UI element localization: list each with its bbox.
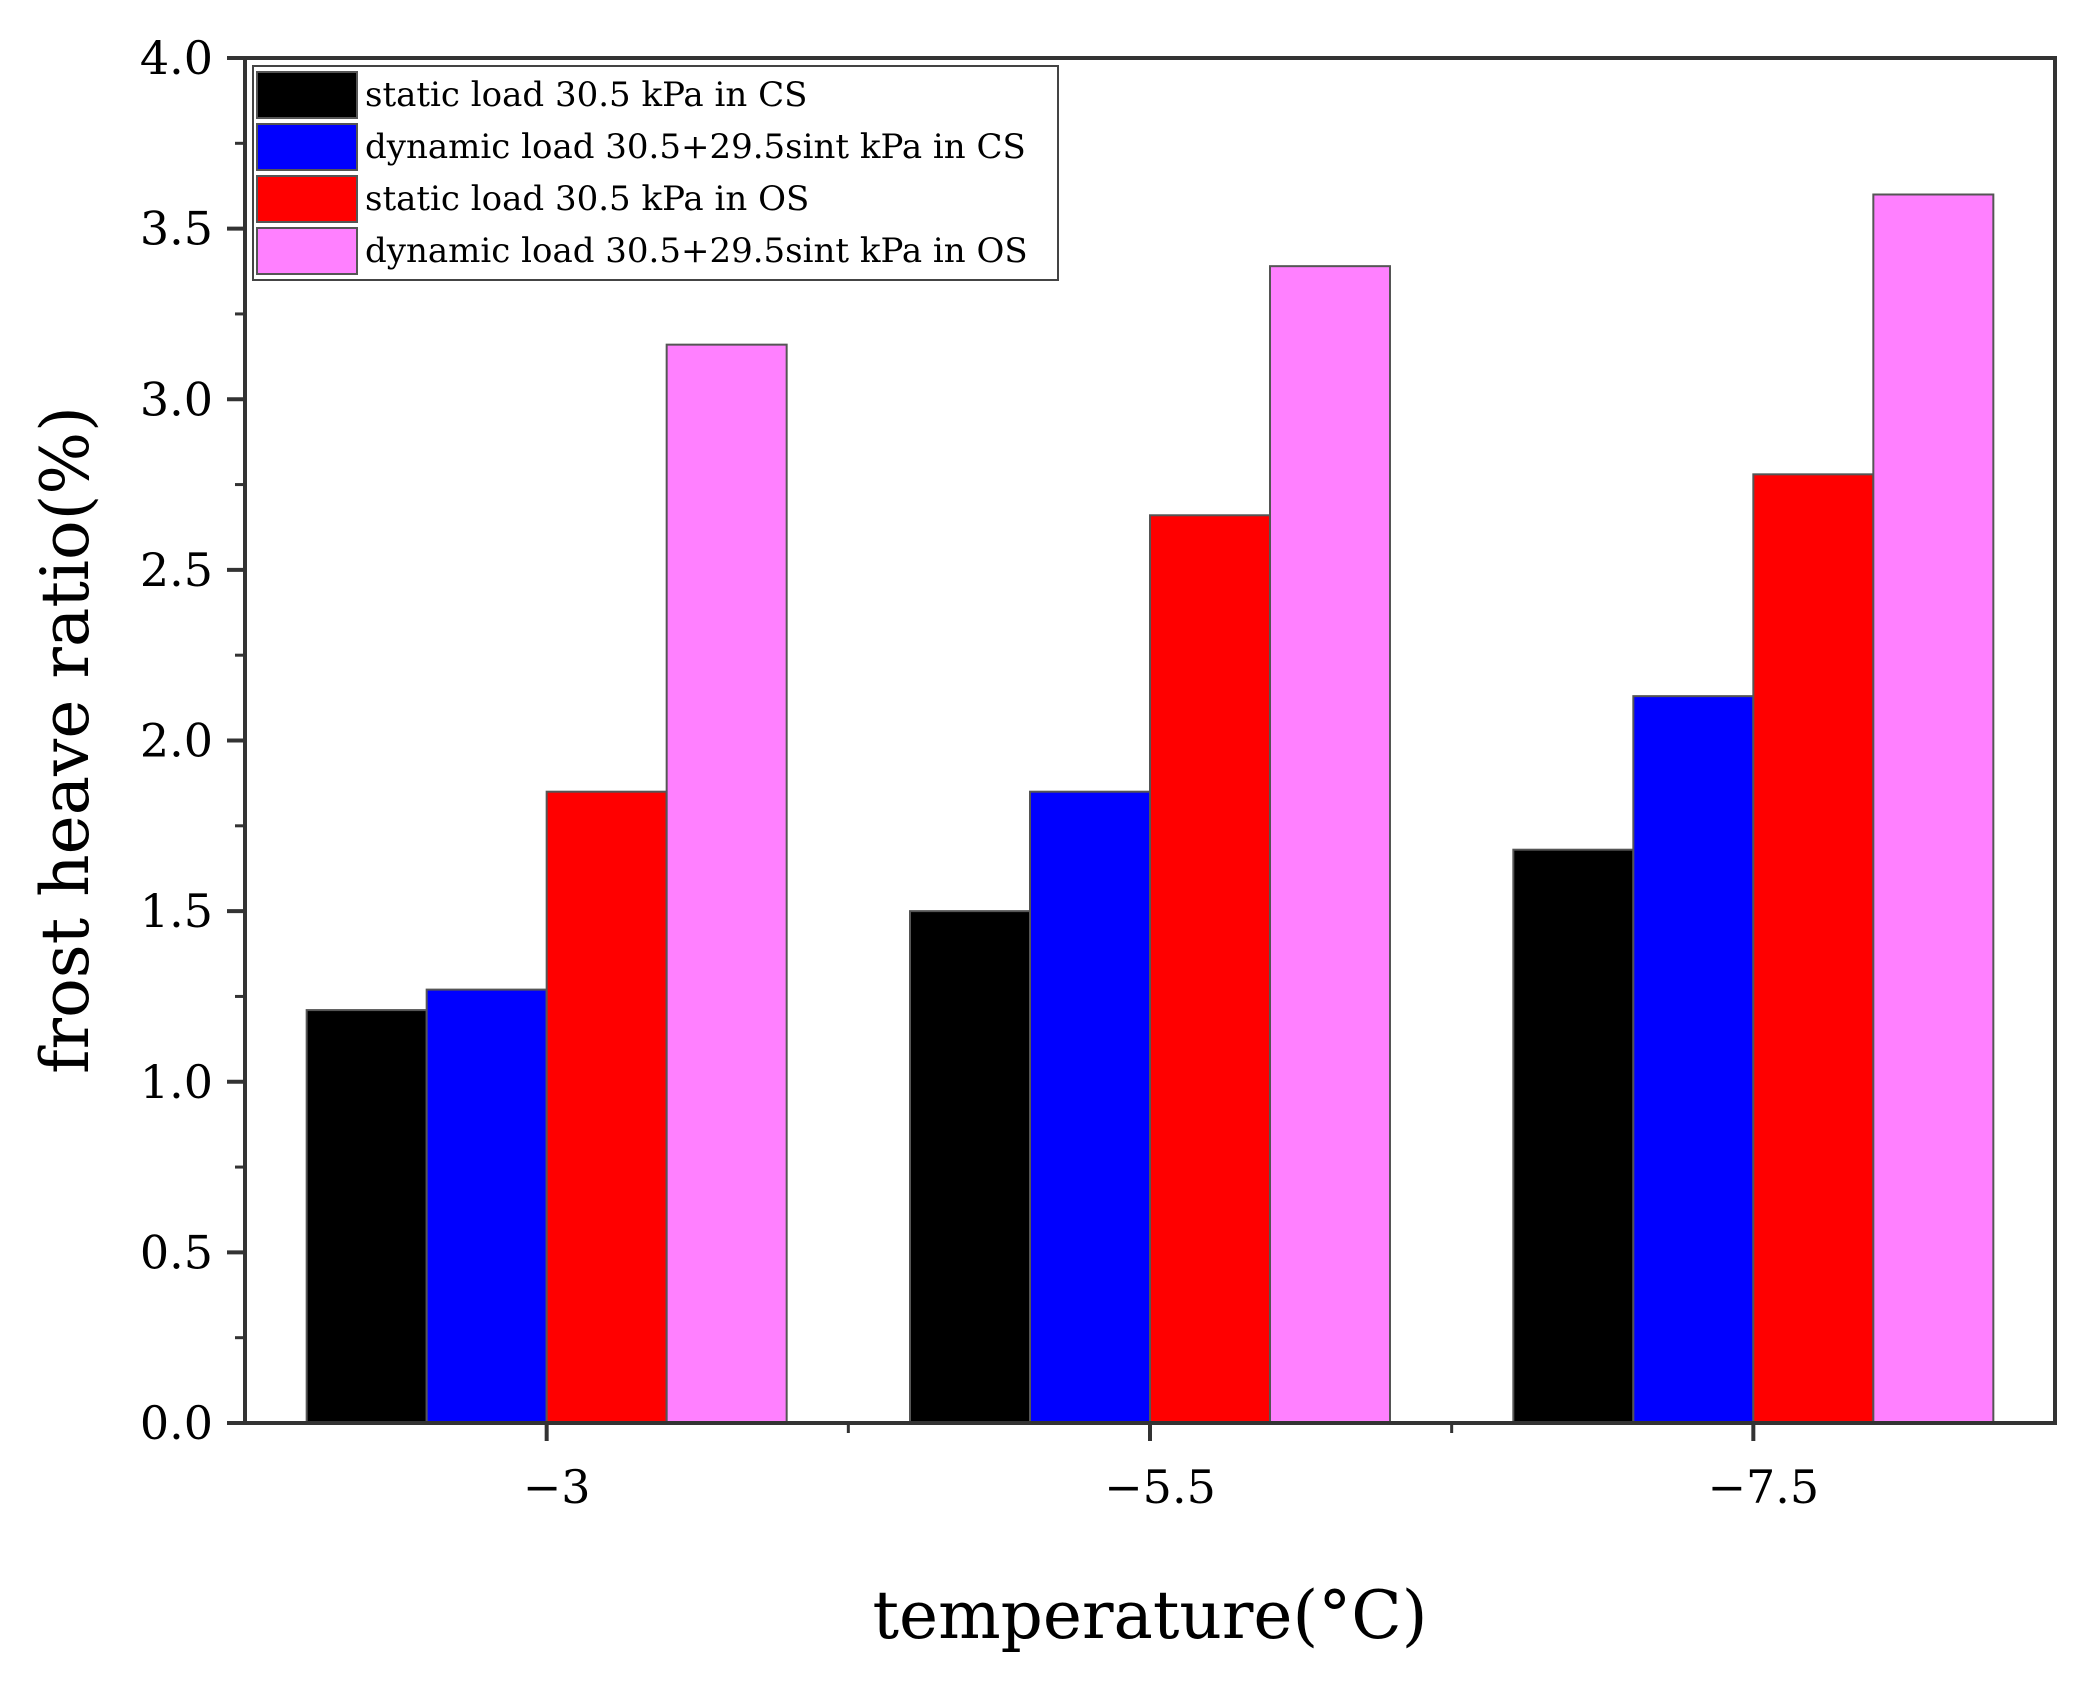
y-tick-label: 0.0 (140, 1396, 213, 1450)
y-tick-label: 3.0 (140, 372, 213, 426)
legend: static load 30.5 kPa in CS dynamic load 3… (252, 65, 1059, 281)
y-axis-title: frost heave ratio(%) (27, 406, 104, 1074)
legend-label-series-4: dynamic load 30.5+29.5sint kPa in OS (365, 231, 1028, 271)
bar-series-2-category-2 (1029, 790, 1151, 1424)
bar-series-3-category-2 (1149, 514, 1271, 1424)
legend-swatch-series-2 (256, 123, 358, 171)
y-tick-label: 2.5 (140, 543, 213, 597)
y-tick-label: 3.5 (140, 202, 213, 256)
bars-layer (305, 193, 1995, 1425)
legend-box (252, 65, 1059, 281)
y-tick-label: 2.0 (140, 714, 213, 768)
x-axis: −3 −5.5 −7.5 (523, 1423, 1819, 1514)
bar-series-1-category-3 (1512, 848, 1635, 1424)
bar-series-2-category-3 (1632, 695, 1755, 1424)
x-tick-label: −3 (523, 1460, 591, 1514)
bar-series-3-category-1 (545, 790, 668, 1424)
bar-series-1-category-1 (305, 1009, 428, 1425)
bar-series-4-category-3 (1872, 193, 1995, 1424)
legend-swatch-series-3 (256, 175, 358, 223)
bar-series-1-category-2 (909, 910, 1031, 1424)
y-tick-label: 4.0 (140, 31, 213, 85)
legend-label-series-1: static load 30.5 kPa in CS (365, 75, 807, 115)
bar-series-4-category-1 (665, 343, 788, 1424)
legend-swatch-series-1 (256, 71, 358, 119)
bar-series-4-category-2 (1269, 265, 1391, 1425)
legend-label-series-3: static load 30.5 kPa in OS (365, 179, 809, 219)
y-tick-label: 1.0 (140, 1055, 213, 1109)
legend-swatch-series-4 (256, 227, 358, 275)
y-tick-label: 1.5 (140, 884, 213, 938)
y-axis: 0.0 0.5 1.0 1.5 2.0 2.5 3.0 3.5 4.0 (140, 31, 245, 1450)
x-tick-label: −5.5 (1104, 1460, 1216, 1514)
bar-series-2-category-1 (425, 988, 548, 1424)
x-tick-label: −7.5 (1707, 1460, 1819, 1514)
x-axis-title: temperature(°C) (872, 1577, 1427, 1654)
y-tick-label: 0.5 (140, 1225, 213, 1279)
legend-label-series-2: dynamic load 30.5+29.5sint kPa in CS (365, 127, 1026, 167)
bar-series-3-category-3 (1752, 473, 1875, 1424)
